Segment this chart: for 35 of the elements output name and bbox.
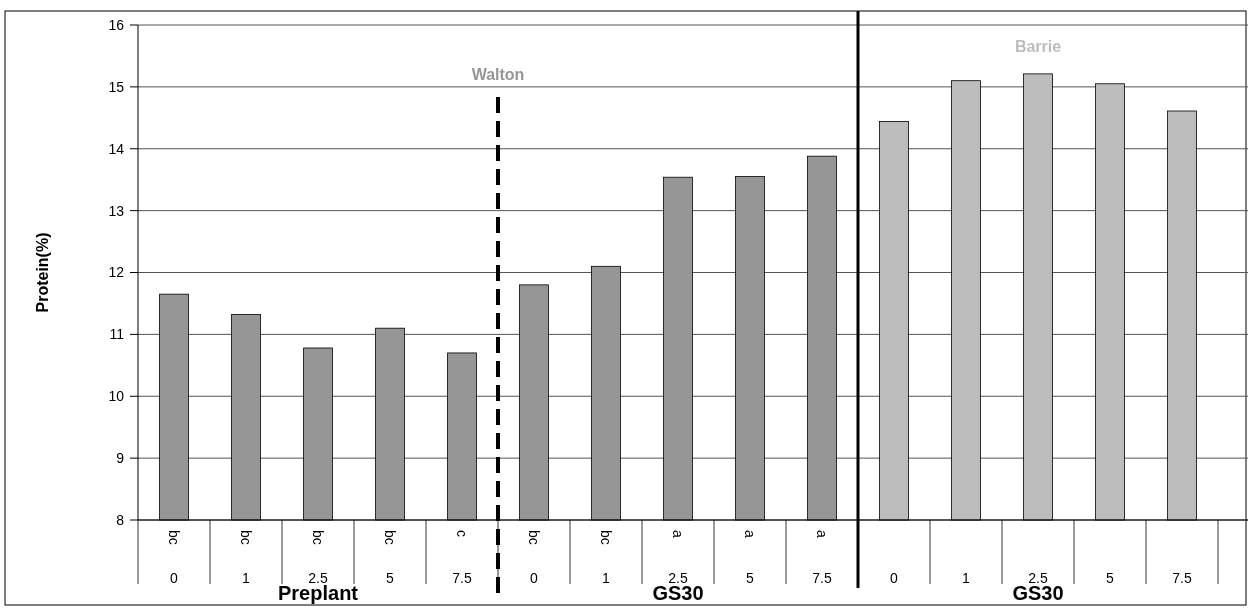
data-label: bc bbox=[382, 530, 399, 545]
y-axis-title: Protein(%) bbox=[34, 232, 51, 313]
y-tick-label: 10 bbox=[108, 388, 125, 405]
x-tick-label: 7.5 bbox=[812, 570, 832, 587]
y-tick-label: 13 bbox=[108, 202, 125, 219]
data-label: bc bbox=[166, 530, 183, 545]
x-tick-label: 1 bbox=[242, 570, 251, 587]
y-tick-label: 14 bbox=[108, 140, 125, 157]
y-tick-label: 16 bbox=[108, 16, 125, 33]
y-tick-label: 11 bbox=[109, 326, 125, 343]
x-tick-label: 5 bbox=[386, 570, 395, 587]
y-tick-label: 8 bbox=[116, 511, 125, 528]
data-label: bc bbox=[598, 530, 615, 545]
y-tick-label: 12 bbox=[108, 264, 125, 281]
data-label: c bbox=[454, 530, 471, 537]
x-tick-label: 1 bbox=[602, 570, 611, 587]
data-label: a bbox=[814, 530, 831, 538]
series-label: Barrie bbox=[1014, 37, 1062, 55]
x-tick-label: 5 bbox=[1106, 570, 1115, 587]
x-tick-label: 0 bbox=[890, 570, 899, 587]
y-tick-label: 9 bbox=[116, 450, 125, 467]
data-label: bc bbox=[238, 530, 255, 545]
data-label: bc bbox=[526, 530, 543, 545]
x-tick-label: 0 bbox=[170, 570, 179, 587]
data-label: a bbox=[742, 530, 759, 538]
x-tick-label: 5 bbox=[746, 570, 755, 587]
x-tick-label: 0 bbox=[530, 570, 539, 587]
x-tick-label: 1 bbox=[962, 570, 971, 587]
data-label: a bbox=[670, 530, 687, 538]
text: Walton bbox=[471, 66, 525, 83]
x-tick-label: 7.5 bbox=[452, 570, 472, 587]
text: Preplant bbox=[277, 582, 359, 604]
y-tick-label: 15 bbox=[108, 78, 125, 95]
x-tick-label: 7.5 bbox=[1172, 570, 1192, 587]
data-label: bc bbox=[310, 530, 327, 545]
